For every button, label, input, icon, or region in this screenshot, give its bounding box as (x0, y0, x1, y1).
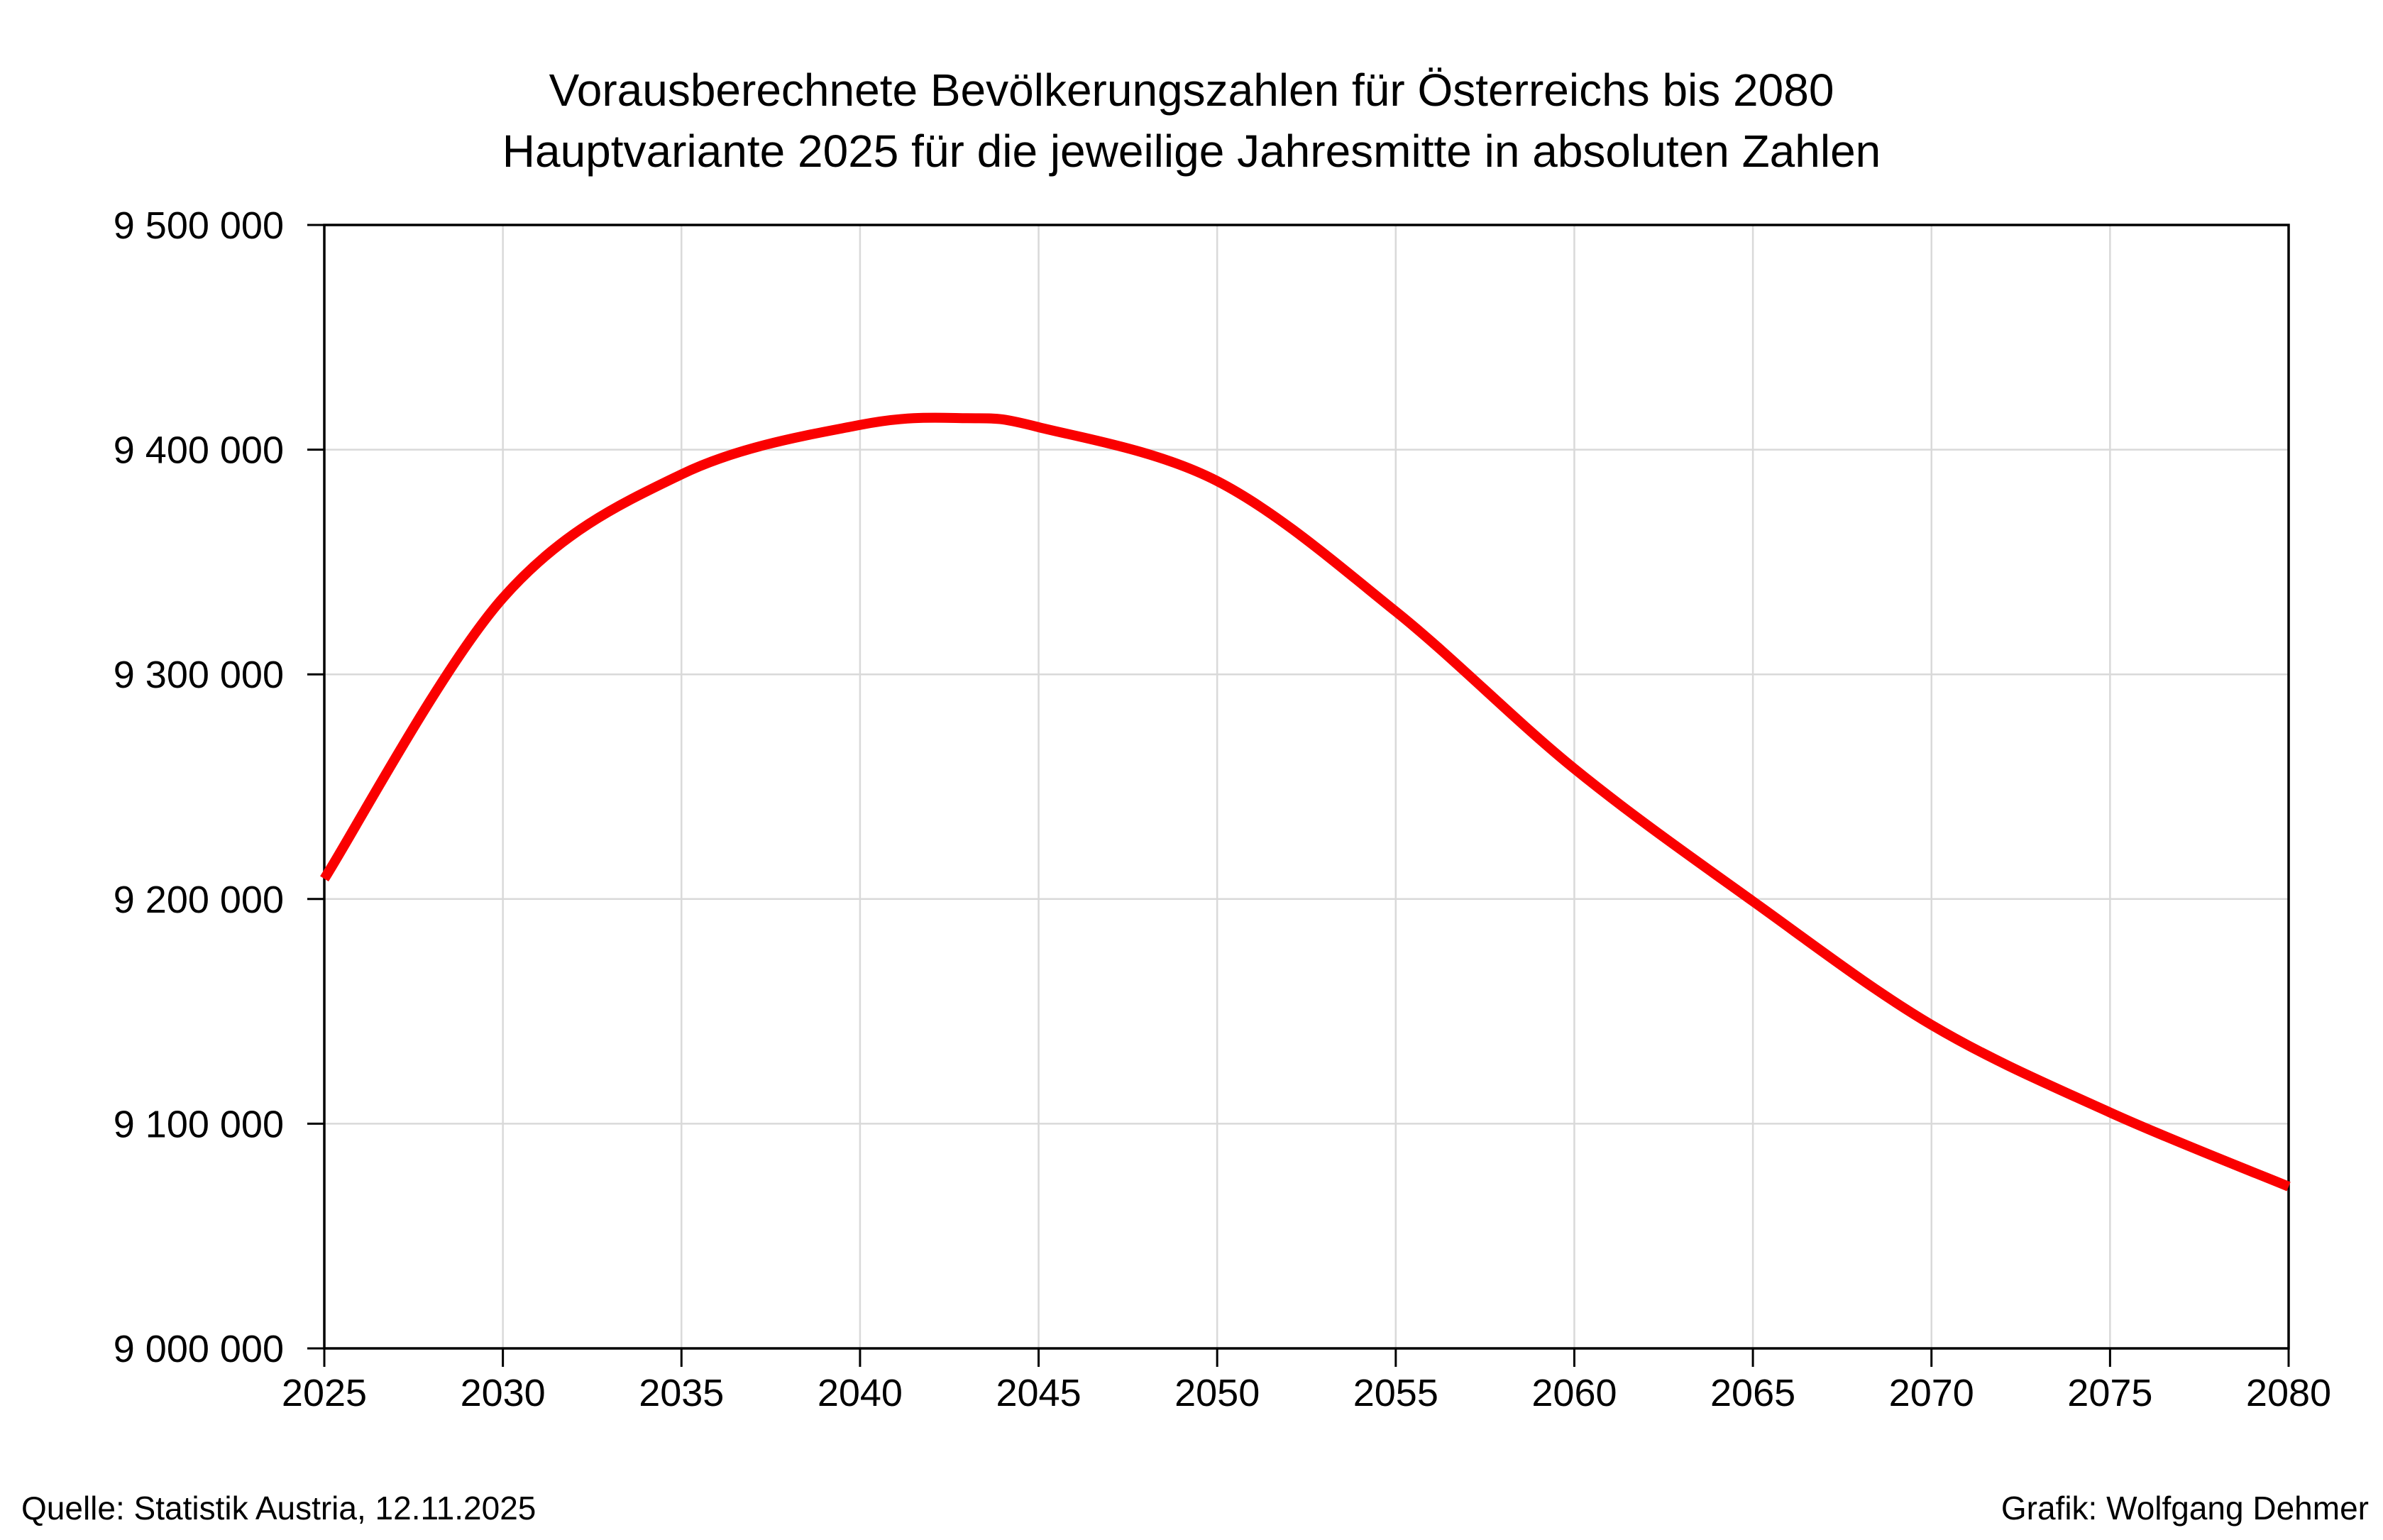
y-tick-label: 9 400 000 (114, 429, 284, 472)
chart-title-line1: Vorausberechnete Bevölkerungszahlen für … (549, 65, 1834, 116)
y-tick-label: 9 500 000 (114, 204, 284, 247)
x-tick-label: 2025 (282, 1372, 367, 1414)
x-tick-label: 2070 (1889, 1372, 1974, 1414)
y-tick-label: 9 200 000 (114, 879, 284, 921)
x-tick-label: 2075 (2067, 1372, 2152, 1414)
x-tick-label: 2080 (2246, 1372, 2331, 1414)
y-tick-label: 9 000 000 (114, 1328, 284, 1370)
x-tick-label: 2030 (461, 1372, 546, 1414)
population-line (320, 412, 2291, 1192)
x-tick-label: 2035 (639, 1372, 724, 1414)
credit-note: Grafik: Wolfgang Dehmer (2000, 1490, 2369, 1527)
x-tick-label: 2045 (996, 1372, 1081, 1414)
chart-title: Vorausberechnete Bevölkerungszahlen für … (0, 60, 2383, 182)
x-tick-label: 2050 (1174, 1372, 1260, 1414)
y-tick-label: 9 100 000 (114, 1103, 284, 1145)
x-tick-label: 2055 (1353, 1372, 1438, 1414)
chart-title-line2: Hauptvariante 2025 für die jeweilige Jah… (502, 126, 1881, 177)
x-tick-label: 2040 (818, 1372, 903, 1414)
x-tick-label: 2060 (1531, 1372, 1617, 1414)
plot-border (323, 224, 2290, 1350)
source-note: Quelle: Statistik Austria, 12.11.2025 (21, 1490, 536, 1527)
x-tick-label: 2065 (1710, 1372, 1795, 1414)
y-tick-label: 9 300 000 (114, 654, 284, 696)
